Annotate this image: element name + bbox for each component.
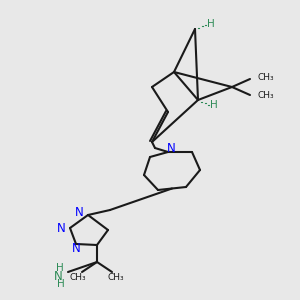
Text: CH₃: CH₃ xyxy=(70,272,86,281)
Text: H: H xyxy=(207,19,215,29)
Text: CH₃: CH₃ xyxy=(258,92,274,100)
Text: H: H xyxy=(57,279,65,289)
Text: N: N xyxy=(75,206,84,220)
Text: N: N xyxy=(57,221,66,235)
Text: H: H xyxy=(56,263,64,273)
Text: N: N xyxy=(54,269,62,283)
Text: N: N xyxy=(167,142,176,155)
Text: N: N xyxy=(72,242,80,256)
Text: CH₃: CH₃ xyxy=(258,74,274,82)
Text: CH₃: CH₃ xyxy=(108,272,124,281)
Text: H: H xyxy=(210,100,218,110)
